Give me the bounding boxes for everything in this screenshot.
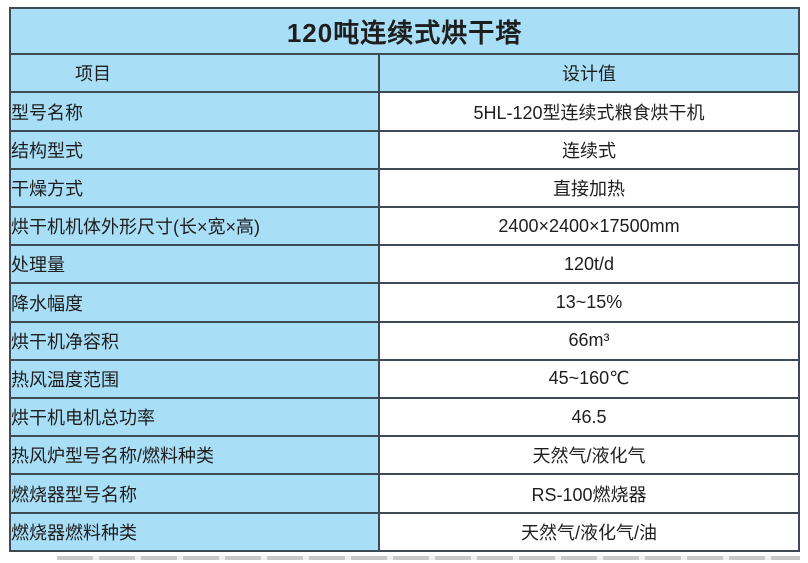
table-shadow bbox=[57, 556, 800, 560]
item-cell: 烘干机机体外形尺寸(长×宽×高) bbox=[9, 206, 380, 247]
value-cell: 46.5 bbox=[377, 397, 801, 438]
table-row: 结构型式 连续式 bbox=[9, 129, 801, 170]
item-cell: 结构型式 bbox=[9, 129, 380, 170]
table-row: 燃烧器燃料种类 天然气/液化气/油 bbox=[9, 511, 801, 553]
value-cell: 120t/d bbox=[377, 244, 801, 285]
drying-tower-spec-table: 120吨连续式烘干塔 项目 设计值 型号名称 5HL-120型连续式粮食烘干机 … bbox=[8, 6, 801, 553]
header-row: 项目 设计值 bbox=[9, 53, 801, 94]
title-row: 120吨连续式烘干塔 bbox=[8, 6, 801, 56]
column-header-item: 项目 bbox=[9, 53, 380, 94]
table-row: 烘干机电机总功率 46.5 bbox=[9, 397, 801, 438]
item-cell: 处理量 bbox=[9, 244, 380, 285]
table-row: 热风炉型号名称/燃料种类 天然气/液化气 bbox=[9, 435, 801, 476]
table-row: 烘干机净容积 66m³ bbox=[9, 320, 801, 361]
table-row: 燃烧器型号名称 RS-100燃烧器 bbox=[9, 473, 801, 514]
table-row: 型号名称 5HL-120型连续式粮食烘干机 bbox=[9, 91, 801, 132]
spec-table: 120吨连续式烘干塔 项目 设计值 型号名称 5HL-120型连续式粮食烘干机 … bbox=[8, 6, 801, 553]
value-cell: 天然气/液化气/油 bbox=[377, 511, 801, 553]
item-cell: 热风温度范围 bbox=[9, 358, 380, 400]
value-cell: 5HL-120型连续式粮食烘干机 bbox=[377, 91, 801, 132]
item-cell: 降水幅度 bbox=[9, 282, 380, 323]
page-title: 120吨连续式烘干塔 bbox=[8, 6, 801, 56]
table-row: 干燥方式 直接加热 bbox=[9, 167, 801, 209]
table-row: 处理量 120t/d bbox=[9, 244, 801, 285]
item-cell: 型号名称 bbox=[9, 91, 380, 132]
item-cell: 燃烧器型号名称 bbox=[9, 473, 380, 514]
item-cell: 燃烧器燃料种类 bbox=[9, 511, 380, 553]
item-cell: 烘干机电机总功率 bbox=[9, 397, 380, 438]
value-cell: RS-100燃烧器 bbox=[377, 473, 801, 514]
value-cell: 45~160℃ bbox=[377, 358, 801, 400]
table-row: 烘干机机体外形尺寸(长×宽×高) 2400×2400×17500mm bbox=[9, 206, 801, 247]
value-cell: 直接加热 bbox=[377, 167, 801, 209]
item-cell: 干燥方式 bbox=[9, 167, 380, 209]
table-row: 降水幅度 13~15% bbox=[9, 282, 801, 323]
value-cell: 2400×2400×17500mm bbox=[377, 206, 801, 247]
item-cell: 烘干机净容积 bbox=[9, 320, 380, 361]
value-cell: 66m³ bbox=[377, 320, 801, 361]
item-cell: 热风炉型号名称/燃料种类 bbox=[9, 435, 380, 476]
value-cell: 天然气/液化气 bbox=[377, 435, 801, 476]
value-cell: 连续式 bbox=[377, 129, 801, 170]
table-row: 热风温度范围 45~160℃ bbox=[9, 358, 801, 400]
value-cell: 13~15% bbox=[377, 282, 801, 323]
column-header-value: 设计值 bbox=[377, 53, 801, 94]
